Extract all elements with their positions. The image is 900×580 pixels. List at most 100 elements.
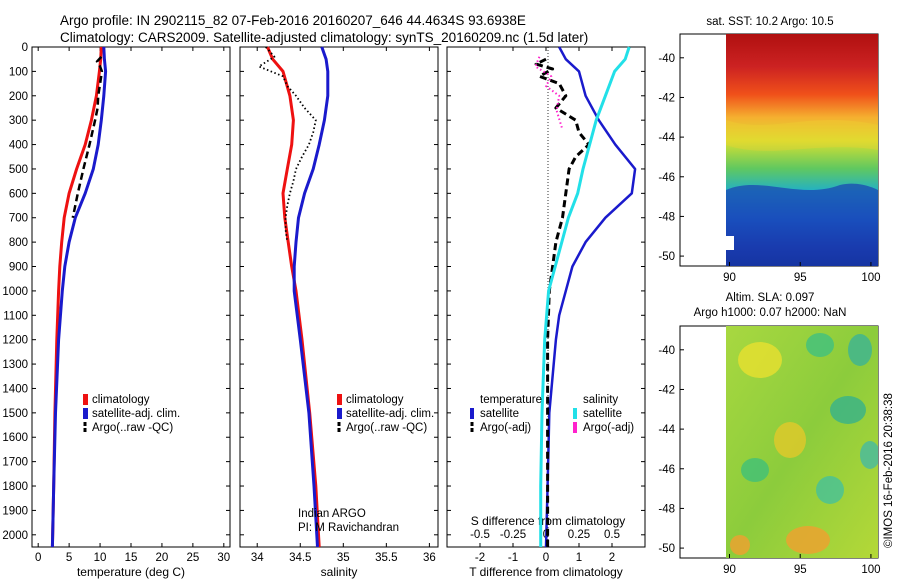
- map-ytick-label: -40: [658, 53, 675, 65]
- sst-land-patch: [726, 236, 734, 250]
- xtick-label: -1: [508, 552, 518, 564]
- legend-swatch-climatology: [337, 394, 342, 405]
- temperature-series: [50, 46, 108, 548]
- depth-tick-label: 1500: [2, 408, 28, 420]
- legend-temperature-heading: temperature: [480, 394, 542, 406]
- sla-blob: [786, 526, 830, 554]
- sla-blob: [860, 441, 878, 469]
- legend-salinity-argo: Argo(-adj): [583, 422, 634, 434]
- legend-climatology: climatology: [92, 394, 150, 406]
- xtick-label: 20: [156, 552, 169, 564]
- xtick-label: 34: [251, 552, 264, 564]
- map-xtick-label: 90: [723, 272, 736, 284]
- depth-tick-label: 1600: [2, 432, 28, 444]
- sla-xtick-labels: 90 95 100: [723, 554, 881, 576]
- sst-map-title: sat. SST: 10.2 Argo: 10.5: [706, 16, 833, 28]
- series-line: [534, 57, 591, 547]
- map-ytick-label: -50: [658, 251, 675, 263]
- imos-credit: ©IMOS 16-Feb-2016 20:38:38: [883, 393, 895, 548]
- depth-tick-label: 200: [9, 91, 28, 103]
- legend-satellite: satellite-adj. clim.: [92, 408, 180, 420]
- xtick-label: 0: [35, 552, 41, 564]
- xtick-label: 10: [94, 552, 107, 564]
- salinity-series: [257, 46, 330, 548]
- legend-swatch-salinity-argo: [573, 422, 577, 433]
- difference-axes: [446, 46, 646, 548]
- sla-blob: [806, 333, 834, 357]
- map-ytick-label: -46: [658, 172, 675, 184]
- difference-legend: temperature satellite Argo(-adj) salinit…: [470, 394, 634, 434]
- xtick-label: 5: [66, 552, 72, 564]
- map-xtick-label: 95: [794, 272, 807, 284]
- legend-argo: Argo(..raw -QC): [92, 422, 173, 434]
- salinity-legend: climatology satellite-adj. clim. Argo(..…: [337, 394, 434, 434]
- xtick-label: 30: [217, 552, 230, 564]
- depth-tick-label: 1900: [2, 505, 28, 517]
- difference-xtick-labels: -2 -1 0 1 2: [475, 47, 615, 564]
- map-xtick-label: 100: [861, 272, 880, 284]
- sst-eddy-warm: [726, 120, 878, 151]
- map-ytick-label: -40: [658, 345, 675, 357]
- salinity-axes: [239, 46, 439, 548]
- salinity-xlabel: salinity: [321, 565, 358, 579]
- sla-ytick-labels: -40 -42 -44 -46 -48 -50: [658, 345, 684, 555]
- annotation-pi: PI: M Ravichandran: [298, 522, 399, 534]
- xtick-label: 34.5: [289, 552, 311, 564]
- legend-argo: Argo(..raw -QC): [346, 422, 427, 434]
- sla-blob: [730, 535, 750, 555]
- sla-blob: [738, 342, 782, 378]
- series-line: [544, 46, 637, 548]
- sst-eddy-cold: [726, 183, 878, 266]
- sla-blob: [830, 396, 866, 424]
- xtick-label: 15: [125, 552, 138, 564]
- legend-swatch-satellite: [83, 408, 88, 419]
- xtick-label: 2: [609, 552, 615, 564]
- sla-blob: [741, 458, 769, 482]
- top-xtick-label: 0.25: [568, 529, 590, 541]
- salinity-xtick-labels: 34 34.5 35 35.5 36: [251, 47, 436, 564]
- sla-blob: [848, 334, 872, 366]
- map-ytick-label: -44: [658, 424, 675, 436]
- xtick-label: 35: [337, 552, 350, 564]
- difference-series: [534, 46, 637, 548]
- difference-xlabel: T difference from climatology: [469, 565, 623, 579]
- depth-tick-label: 1700: [2, 457, 28, 469]
- legend-satellite: satellite-adj. clim.: [346, 408, 434, 420]
- series-line: [292, 46, 330, 548]
- sla-blob: [816, 476, 844, 504]
- temperature-axes: [31, 46, 231, 548]
- depth-tick-label: 500: [9, 164, 28, 176]
- header-line1: Argo profile: IN 2902115_82 07-Feb-2016 …: [60, 13, 526, 28]
- temperature-legend: climatology satellite-adj. clim. Argo(..…: [83, 394, 180, 434]
- legend-swatch-satellite: [337, 408, 342, 419]
- map-ytick-label: -42: [658, 384, 675, 396]
- sst-map: [679, 33, 879, 267]
- sla-map-subtitle: Argo h1000: 0.07 h2000: NaN: [694, 307, 847, 319]
- xtick-label: 36: [423, 552, 436, 564]
- series-line: [71, 55, 104, 218]
- map-xtick-label: 90: [723, 564, 736, 576]
- xtick-label: 25: [186, 552, 199, 564]
- top-xtick-label: -0.5: [470, 529, 490, 541]
- sla-map-title: Altim. SLA: 0.097: [726, 292, 815, 304]
- map-ytick-label: -46: [658, 464, 675, 476]
- depth-tick-label: 300: [9, 115, 28, 127]
- sla-map: [679, 325, 879, 559]
- xtick-label: 0: [543, 552, 549, 564]
- depth-tick-label: 0: [22, 42, 28, 54]
- legend-swatch-salinity-satellite: [573, 408, 577, 419]
- depth-axis-labels: 0 100 200 300 400 500 600 700 800 900 1000 1100 1200…: [2, 42, 645, 542]
- depth-tick-label: 1000: [2, 286, 28, 298]
- header-line2: Climatology: CARS2009. Satellite-adjuste…: [60, 30, 588, 45]
- map-xtick-label: 100: [861, 564, 880, 576]
- xtick-label: -2: [475, 552, 485, 564]
- map-ytick-label: -44: [658, 132, 675, 144]
- legend-temperature-argo: Argo(-adj): [480, 422, 531, 434]
- depth-tick-label: 400: [9, 140, 28, 152]
- depth-tick-label: 1300: [2, 359, 28, 371]
- depth-tick-label: 1400: [2, 383, 28, 395]
- temperature-xtick-labels: 0 5 10 15 20 25 30: [35, 47, 230, 564]
- depth-tick-label: 1100: [3, 310, 28, 322]
- legend-climatology: climatology: [346, 394, 404, 406]
